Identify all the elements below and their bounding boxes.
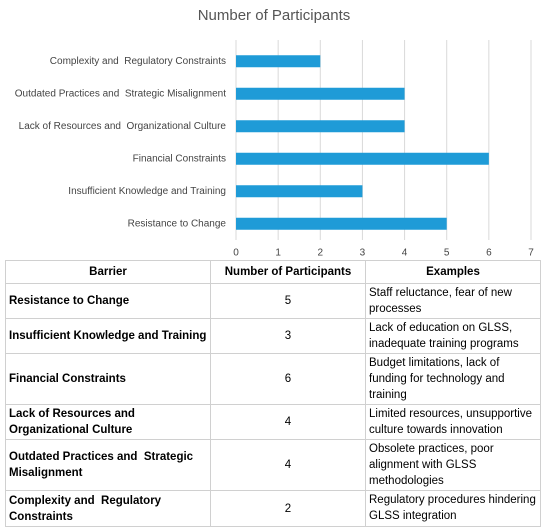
table-cell: 4 xyxy=(210,404,366,440)
table-cell: Outdated Practices and Strategic Misalig… xyxy=(5,439,211,491)
table-cell: 4 xyxy=(210,439,366,491)
x-tick-label: 6 xyxy=(486,248,492,259)
table-row: Insufficient Knowledge and Training 3 Lack… xyxy=(5,318,541,354)
x-tick-label: 5 xyxy=(444,248,450,259)
table-cell: Staff reluctance, fear of new processes xyxy=(365,283,541,319)
chart: Number of Participants 0 1 2 3 4 5 6 7 Complexit… xyxy=(15,7,534,259)
header-cell: Examples xyxy=(365,260,541,284)
table-cell: 2 xyxy=(210,490,366,527)
header-row: Barrier Number of Participants Examples xyxy=(5,260,541,284)
bar xyxy=(236,185,363,198)
table-cell: Obsolete practices, poor alignment with … xyxy=(365,439,541,491)
bar xyxy=(236,217,447,230)
table-cell: Budget limitations, lack of funding for … xyxy=(365,353,541,405)
y-tick-label: Resistance to Change xyxy=(128,218,227,229)
table-cell: Resistance to Change xyxy=(5,283,211,319)
bar xyxy=(236,55,321,68)
table-cell: 5 xyxy=(210,283,366,319)
table-cell: Lack of education on GLSS, inadequate tr… xyxy=(365,318,541,354)
y-tick-label: Lack of Resources and Organizational Cul… xyxy=(19,121,227,132)
chart-title: Number of Participants xyxy=(198,7,351,24)
table-row: Outdated Practices and Strategic Misalig… xyxy=(5,439,541,491)
x-tick-label: 0 xyxy=(233,248,239,259)
y-tick-label: Complexity and Regulatory Constraints xyxy=(50,56,226,67)
table-cell: 3 xyxy=(210,318,366,354)
table-row: Lack of Resources and Organizational Cul… xyxy=(5,404,541,440)
y-tick-label: Outdated Practices and Strategic Misalig… xyxy=(15,88,226,99)
data-table: Barrier Number of Participants Examples Res… xyxy=(5,260,541,527)
x-tick-label: 2 xyxy=(318,248,324,259)
table-cell: 6 xyxy=(210,353,366,405)
table-cell: Limited resources, unsupportive culture … xyxy=(365,404,541,440)
table-cell: Complexity and Regulatory Constraints xyxy=(5,490,211,527)
table-row: Resistance to Change 5 Staff reluctance, f… xyxy=(5,283,541,319)
table-cell: Financial Constraints xyxy=(5,353,211,405)
x-tick-label: 4 xyxy=(402,248,408,259)
x-tick-label: 1 xyxy=(275,248,281,259)
y-tick-label: Insufficient Knowledge and Training xyxy=(68,186,226,197)
table-cell: Lack of Resources and Organizational Cul… xyxy=(5,404,211,440)
header-cell: Barrier xyxy=(5,260,211,284)
x-tick-label: 3 xyxy=(360,248,366,259)
header-cell: Number of Participants xyxy=(210,260,366,284)
x-tick-label: 7 xyxy=(528,248,534,259)
bar xyxy=(236,152,489,165)
bar xyxy=(236,87,405,100)
table-row: Complexity and Regulatory Constraints 2 Re… xyxy=(5,490,541,527)
table-cell: Regulatory procedures hindering GLSS int… xyxy=(365,490,541,527)
table-cell: Insufficient Knowledge and Training xyxy=(5,318,211,354)
table-row: Financial Constraints 6 Budget limitations… xyxy=(5,353,541,405)
y-tick-label: Financial Constraints xyxy=(133,153,226,164)
bar xyxy=(236,120,405,133)
